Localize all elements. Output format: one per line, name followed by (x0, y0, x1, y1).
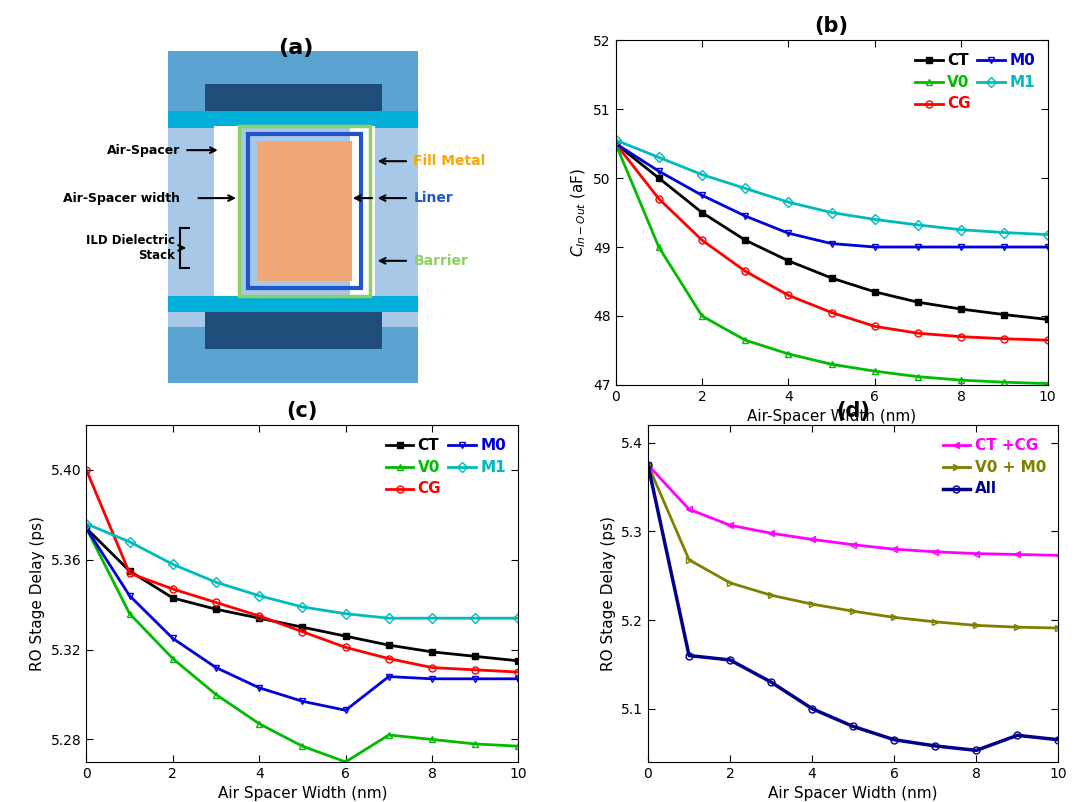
Y-axis label: RO Stage Delay (ps): RO Stage Delay (ps) (30, 516, 45, 671)
Bar (168, 143, 214, 298)
X-axis label: Air Spacer Width (nm): Air Spacer Width (nm) (218, 786, 387, 801)
Text: Liner: Liner (414, 191, 454, 205)
Bar (168, 111, 418, 128)
Title: (b): (b) (814, 16, 849, 36)
Legend: CT, V0, CG, M0, M1: CT, V0, CG, M0, M1 (909, 47, 1041, 117)
Title: (d): (d) (836, 401, 870, 421)
Bar (214, 126, 239, 296)
Y-axis label: $C_{In-Out}$ (aF): $C_{In-Out}$ (aF) (569, 168, 588, 257)
Bar (257, 141, 352, 282)
Bar (350, 143, 418, 298)
X-axis label: Air Spacer Width (nm): Air Spacer Width (nm) (769, 786, 937, 801)
Bar (168, 327, 418, 383)
X-axis label: Air-Spacer Width (nm): Air-Spacer Width (nm) (747, 409, 916, 424)
Legend: CT, V0, CG, M0, M1: CT, V0, CG, M0, M1 (380, 432, 512, 502)
Title: (c): (c) (286, 401, 319, 421)
Bar (168, 51, 418, 383)
Y-axis label: RO Stage Delay (ps): RO Stage Delay (ps) (600, 516, 616, 671)
Bar (168, 51, 418, 113)
Text: Fill Metal: Fill Metal (414, 154, 486, 168)
Text: ILD Dielectric
Stack: ILD Dielectric Stack (86, 234, 175, 262)
Bar (239, 126, 370, 296)
Text: Barrier: Barrier (414, 253, 469, 268)
Text: (a): (a) (278, 38, 313, 58)
Bar (350, 126, 375, 296)
Text: Air-Spacer: Air-Spacer (107, 144, 179, 156)
Legend: CT +CG, V0 + M0, All: CT +CG, V0 + M0, All (937, 432, 1052, 502)
Bar (205, 83, 381, 124)
Bar (168, 296, 418, 313)
Text: Air-Spacer width: Air-Spacer width (63, 192, 179, 205)
Bar (205, 309, 381, 350)
Bar (248, 134, 361, 289)
